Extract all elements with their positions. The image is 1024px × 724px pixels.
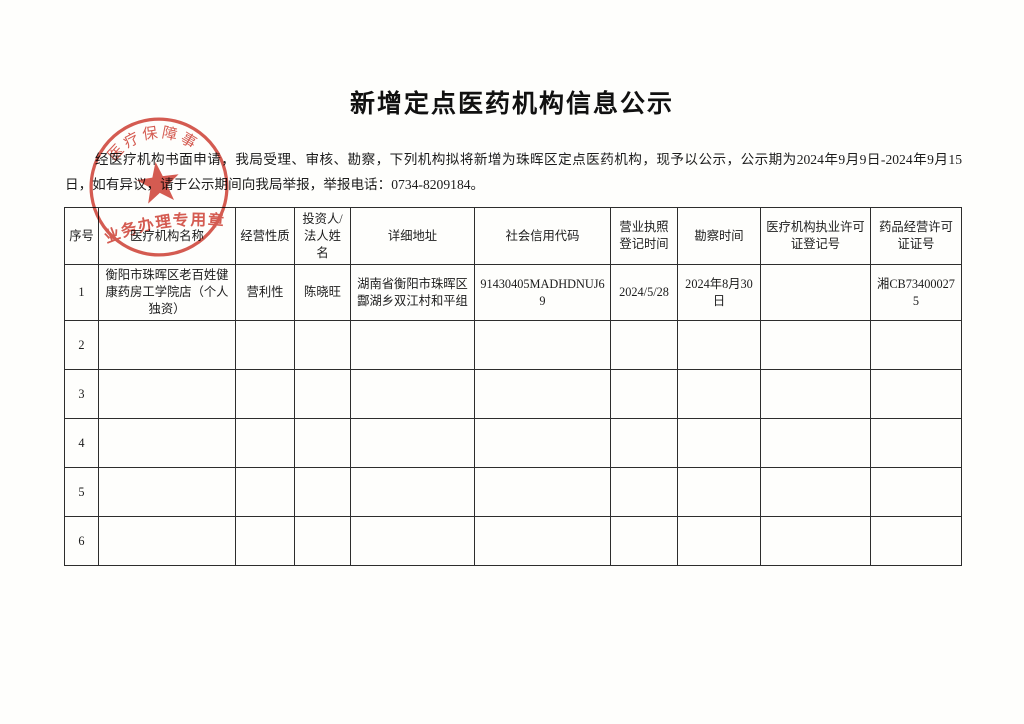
table-cell	[235, 369, 295, 419]
table-cell	[870, 320, 962, 370]
table-cell	[870, 516, 962, 566]
table-cell	[350, 467, 475, 517]
table-cell: 湘CB734000275	[870, 264, 962, 321]
column-header: 勘察时间	[677, 207, 761, 265]
table-cell: 6	[64, 516, 99, 566]
table-cell	[474, 467, 611, 517]
table-cell	[677, 418, 761, 468]
table-cell	[98, 418, 236, 468]
column-header: 营业执照登记时间	[610, 207, 678, 265]
table-cell	[677, 369, 761, 419]
table-cell	[677, 467, 761, 517]
table-cell	[294, 369, 351, 419]
table-row: 2	[64, 320, 962, 370]
table-cell	[350, 320, 475, 370]
table-cell	[294, 516, 351, 566]
table-row: 6	[64, 516, 962, 566]
table-cell	[98, 320, 236, 370]
table-cell	[350, 516, 475, 566]
table-body: 1 衡阳市珠晖区老百姓健康药房工学院店（个人独资） 营利性 陈晓旺 湖南省衡阳市珠晖区酃…	[64, 264, 962, 566]
intro-paragraph: 经医疗机构书面申请，我局受理、审核、勘察，下列机构拟将新增为珠晖区定点医药机构，…	[65, 152, 962, 192]
table-cell	[350, 418, 475, 468]
table-cell: 4	[64, 418, 99, 468]
table-cell: 2	[64, 320, 99, 370]
table-cell	[235, 516, 295, 566]
table-cell	[870, 418, 962, 468]
table-cell: 衡阳市珠晖区老百姓健康药房工学院店（个人独资）	[98, 264, 236, 321]
table-cell	[760, 516, 871, 566]
table-cell	[677, 516, 761, 566]
table-cell	[294, 418, 351, 468]
table-cell	[294, 467, 351, 517]
table-cell	[870, 467, 962, 517]
table-cell	[294, 320, 351, 370]
institutions-table-container: 序号 医疗机构名称 经营性质 投资人/法人姓名 详细地址 社会信用代码 营业执照登记时间 勘察…	[64, 207, 962, 566]
table-cell: 湖南省衡阳市珠晖区酃湖乡双江村和平组	[350, 264, 475, 321]
table-cell	[474, 516, 611, 566]
institutions-table: 序号 医疗机构名称 经营性质 投资人/法人姓名 详细地址 社会信用代码 营业执照登记时间 勘察…	[64, 207, 962, 566]
table-cell	[760, 320, 871, 370]
page-title: 新增定点医药机构信息公示	[349, 91, 674, 118]
table-cell	[610, 418, 678, 468]
table-cell	[235, 418, 295, 468]
column-header: 投资人/法人姓名	[294, 207, 351, 265]
table-cell: 2024年8月30日	[677, 264, 761, 321]
column-header: 经营性质	[235, 207, 295, 265]
table-cell: 91430405MADHDNUJ69	[474, 264, 611, 321]
column-header: 药品经营许可证证号	[870, 207, 962, 265]
table-cell	[98, 516, 236, 566]
table-row: 3	[64, 369, 962, 419]
table-cell	[98, 369, 236, 419]
table-cell	[610, 516, 678, 566]
column-header: 序号	[64, 207, 99, 265]
header-row: 序号 医疗机构名称 经营性质 投资人/法人姓名 详细地址 社会信用代码 营业执照登记时间 勘察…	[64, 207, 962, 265]
table-cell	[474, 369, 611, 419]
table-cell	[760, 369, 871, 419]
table-row: 4	[64, 418, 962, 468]
table-cell	[350, 369, 475, 419]
table-cell	[610, 320, 678, 370]
table-cell: 2024/5/28	[610, 264, 678, 321]
table-cell	[870, 369, 962, 419]
table-cell	[235, 320, 295, 370]
table-cell	[235, 467, 295, 517]
table-cell	[677, 320, 761, 370]
column-header: 详细地址	[350, 207, 475, 265]
table-cell	[610, 467, 678, 517]
column-header: 医疗机构名称	[98, 207, 236, 265]
table-cell: 陈晓旺	[294, 264, 351, 321]
column-header: 社会信用代码	[474, 207, 611, 265]
table-cell	[98, 467, 236, 517]
table-cell	[610, 369, 678, 419]
table-cell	[760, 418, 871, 468]
table-cell	[760, 264, 871, 321]
table-cell	[474, 320, 611, 370]
table-row: 5	[64, 467, 962, 517]
table-cell	[760, 467, 871, 517]
table-cell: 营利性	[235, 264, 295, 321]
column-header: 医疗机构执业许可证登记号	[760, 207, 871, 265]
table-cell: 1	[64, 264, 99, 321]
table-cell	[474, 418, 611, 468]
table-row: 1 衡阳市珠晖区老百姓健康药房工学院店（个人独资） 营利性 陈晓旺 湖南省衡阳市珠晖区酃…	[64, 264, 962, 321]
table-cell: 5	[64, 467, 99, 517]
table-cell: 3	[64, 369, 99, 419]
